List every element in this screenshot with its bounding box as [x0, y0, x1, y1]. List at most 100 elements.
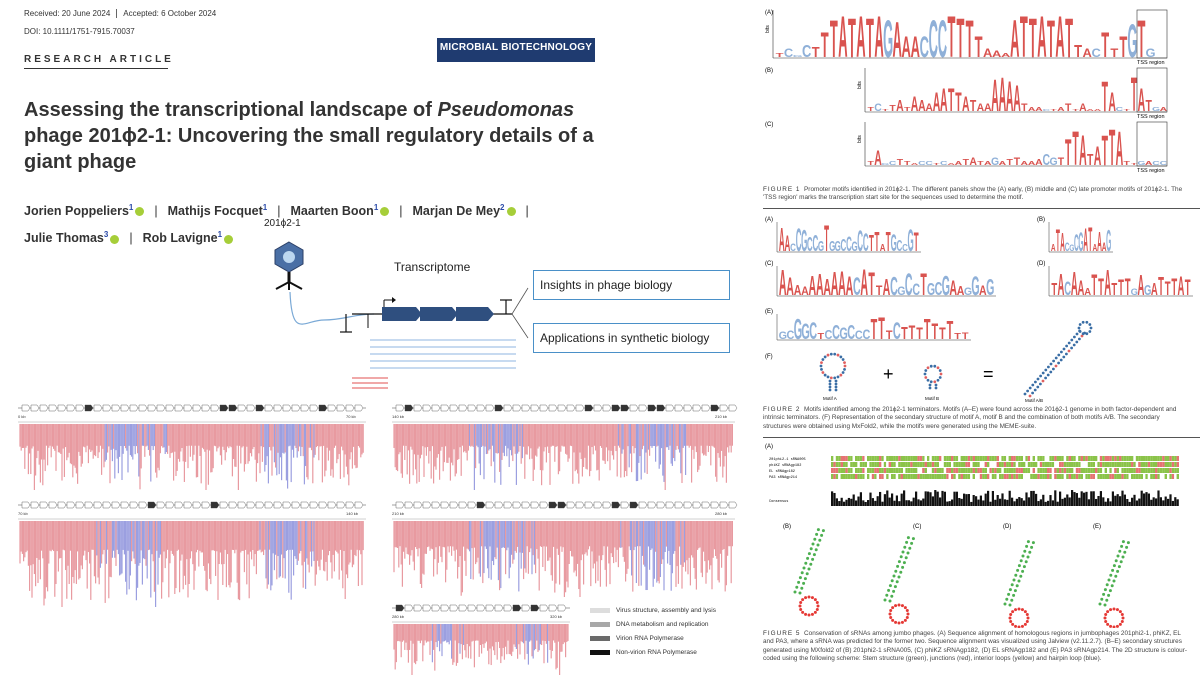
alignment-cell: [1051, 456, 1055, 461]
gene-arrow: [548, 501, 558, 509]
alignment-cell: [1147, 474, 1151, 479]
alignment-cell: [847, 462, 851, 467]
consensus-bar: [1075, 493, 1078, 506]
alignment-cell: [1015, 462, 1019, 467]
alignment-cell: [1097, 456, 1100, 461]
alignment-cell: [831, 468, 834, 473]
alignment-cell: [883, 474, 887, 479]
logo-letter: A: [856, 5, 865, 70]
nucleotide: [1034, 380, 1037, 384]
logo-letter: A: [1028, 106, 1036, 112]
alignment-cell: [1152, 462, 1155, 467]
nucleotide: [805, 572, 809, 576]
author-4[interactable]: Marjan De Mey2: [413, 203, 516, 218]
gene-arrow: [39, 404, 49, 412]
consensus-bar: [1018, 497, 1021, 506]
alignment-cell: [845, 462, 848, 467]
logo-letter: A: [1084, 287, 1091, 298]
nucleotide: [823, 373, 827, 377]
alignment-cell: [850, 474, 853, 479]
nucleotide: [1112, 579, 1116, 583]
alignment-cell: [859, 462, 863, 467]
gene-arrow: [48, 404, 58, 412]
orcid-icon[interactable]: [380, 207, 390, 217]
gene-arrow: [237, 501, 247, 509]
logo-letter: C: [813, 231, 819, 256]
alignment-cell: [984, 468, 987, 473]
nucleotide: [828, 385, 832, 389]
orcid-icon[interactable]: [135, 207, 145, 217]
gene-arrow: [539, 604, 549, 612]
orcid-icon[interactable]: [110, 234, 120, 244]
logo-letter: T: [966, 10, 974, 69]
author-3[interactable]: Maarten Boon1: [290, 203, 390, 218]
alignment-cell: [1003, 474, 1007, 479]
alignment-cell: [915, 474, 918, 479]
author-5[interactable]: Julie Thomas3: [24, 230, 120, 245]
gene-arrow: [566, 501, 576, 509]
nucleotide: [1003, 602, 1007, 606]
alignment-cell: [1135, 468, 1139, 473]
consensus-bar: [1171, 500, 1174, 506]
alignment-cell: [989, 468, 992, 473]
alignment-cell: [946, 474, 949, 479]
nucleotide: [1108, 589, 1112, 593]
alignment-cell: [924, 474, 927, 479]
logo-letter: G: [927, 281, 935, 300]
nucleotide: [1060, 350, 1063, 354]
gene-arrow: [503, 501, 513, 509]
alignment-cell: [1135, 456, 1139, 461]
gene-arrow: [183, 404, 193, 412]
logo-letter: A: [1138, 83, 1146, 119]
alignment-cell: [855, 456, 858, 461]
alignment-cell: [867, 456, 870, 461]
logo-letter: C: [897, 237, 903, 255]
nucleotide: [1118, 610, 1122, 614]
alignment-cell: [1087, 456, 1091, 461]
nucleotide: [929, 364, 933, 368]
consensus-bar: [1087, 499, 1090, 506]
alignment-cell: [972, 456, 975, 461]
consensus-bar: [939, 497, 942, 506]
alignment-cell: [871, 474, 875, 479]
nucleotide: [904, 556, 908, 560]
alignment-cell: [1023, 468, 1026, 473]
alignment-cell: [1054, 474, 1057, 479]
orcid-icon[interactable]: [506, 207, 516, 217]
orcid-icon[interactable]: [224, 234, 234, 244]
consensus-bar: [929, 492, 932, 506]
logo-letter: G: [883, 10, 893, 69]
nucleotide: [826, 375, 830, 379]
nucleotide: [1077, 326, 1081, 330]
logo-letter: T: [882, 109, 889, 112]
author-6[interactable]: Rob Lavigne1: [143, 230, 234, 245]
nucleotide: [889, 609, 893, 613]
alignment-cell: [1073, 474, 1076, 479]
alignment-cell: [833, 462, 836, 467]
gene-arrow: [710, 501, 720, 509]
nucleotide: [895, 580, 899, 584]
alignment-cell: [1159, 474, 1163, 479]
nucleotide: [1039, 374, 1042, 378]
gene-arrow: [638, 404, 648, 412]
author-1[interactable]: Jorien Poppeliers1: [24, 203, 145, 218]
alignment-cell: [831, 456, 834, 461]
logo-letter: C: [1042, 109, 1050, 112]
alignment-cell: [1083, 474, 1086, 479]
author-2[interactable]: Mathijs Focquet1: [167, 203, 268, 219]
nucleotide: [1021, 554, 1025, 558]
logo-letter: A: [1116, 124, 1124, 177]
consensus-bar: [891, 493, 894, 506]
doi[interactable]: DOI: 10.1111/1751-7915.70037: [24, 27, 135, 36]
alignment-cell: [1152, 456, 1155, 461]
gene-arrow: [701, 404, 711, 412]
consensus-bar: [903, 490, 906, 506]
logo-letter: T: [867, 106, 873, 112]
alignment-cell: [867, 474, 870, 479]
alignment-cell: [852, 468, 855, 473]
nucleotide: [1098, 602, 1102, 606]
legend-label: DNA metabolism and replication: [616, 620, 709, 628]
alignment-cell: [965, 456, 968, 461]
panel-label: (A): [765, 10, 773, 16]
alignment-cell: [1111, 462, 1115, 467]
